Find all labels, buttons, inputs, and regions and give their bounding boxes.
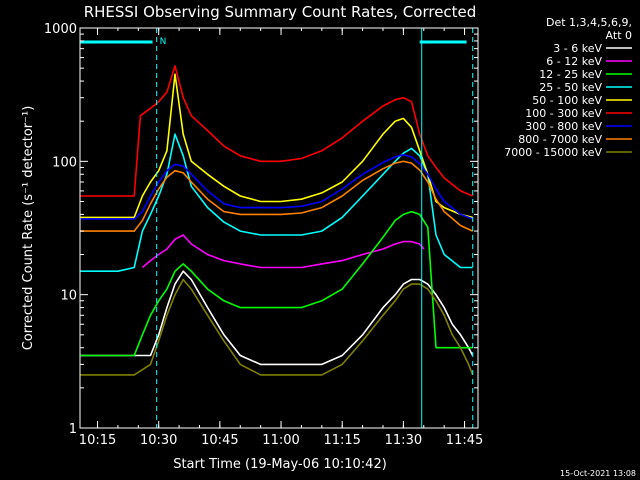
y-tick-label-3: 100 — [52, 155, 77, 170]
legend-label-3: 12 - 25 keV — [539, 68, 602, 81]
series-line-3 — [80, 210, 473, 357]
x-tick-label-4: 11:00 — [262, 433, 299, 448]
x-axis-label: Start Time (19-May-06 10:10:42) — [173, 457, 387, 472]
series-line-5 — [80, 73, 473, 219]
y-axis-label: Corrected Count Rate (s⁻¹ detector⁻¹) — [21, 106, 36, 351]
legend-label-4: 25 - 50 keV — [539, 81, 602, 94]
series-layer — [80, 65, 474, 376]
legend-label-6: 100 - 300 keV — [525, 107, 602, 120]
y-tick-label-2: 10 — [60, 289, 77, 304]
series-line-9 — [80, 278, 474, 376]
series-line-8 — [80, 160, 474, 232]
x-tick-label-1: 10:15 — [79, 433, 116, 448]
x-tick-label-7: 11:45 — [446, 433, 483, 448]
plot-frame — [79, 27, 479, 429]
legend-label-8: 800 - 7000 keV — [518, 133, 602, 146]
legend-header-line-2: Att 0 — [606, 29, 632, 42]
series-line-6 — [80, 65, 474, 197]
legend-label-2: 6 - 12 keV — [546, 55, 602, 68]
series-line-7 — [80, 154, 473, 220]
series-line-4 — [80, 133, 473, 273]
y-tick-label-1: 1 — [69, 422, 77, 437]
y-tick-label-4: 1000 — [44, 22, 77, 37]
night-label: N — [160, 37, 167, 47]
x-tick-label-2: 10:30 — [140, 433, 177, 448]
x-tick-label-5: 11:15 — [323, 433, 360, 448]
legend-header-line-1: Det 1,3,4,5,6,9, — [546, 16, 632, 29]
footer-date: 15-Oct-2021 13:08 — [560, 469, 636, 478]
x-tick-label-6: 11:30 — [385, 433, 422, 448]
axes: 10:15 10:30 10:45 11:00 11:15 11:30 11:45 1 10 10… — [44, 22, 483, 448]
legend-label-7: 300 - 800 keV — [525, 120, 602, 133]
series-line-2 — [141, 234, 425, 269]
legend-label-5: 50 - 100 keV — [532, 94, 602, 107]
chart-title: RHESSI Observing Summary Count Rates, Co… — [84, 3, 477, 21]
legend-label-9: 7000 - 15000 keV — [504, 146, 602, 159]
series-line-1 — [80, 270, 474, 366]
legend-label-1: 3 - 6 keV — [553, 42, 602, 55]
x-tick-label-3: 10:45 — [201, 433, 238, 448]
